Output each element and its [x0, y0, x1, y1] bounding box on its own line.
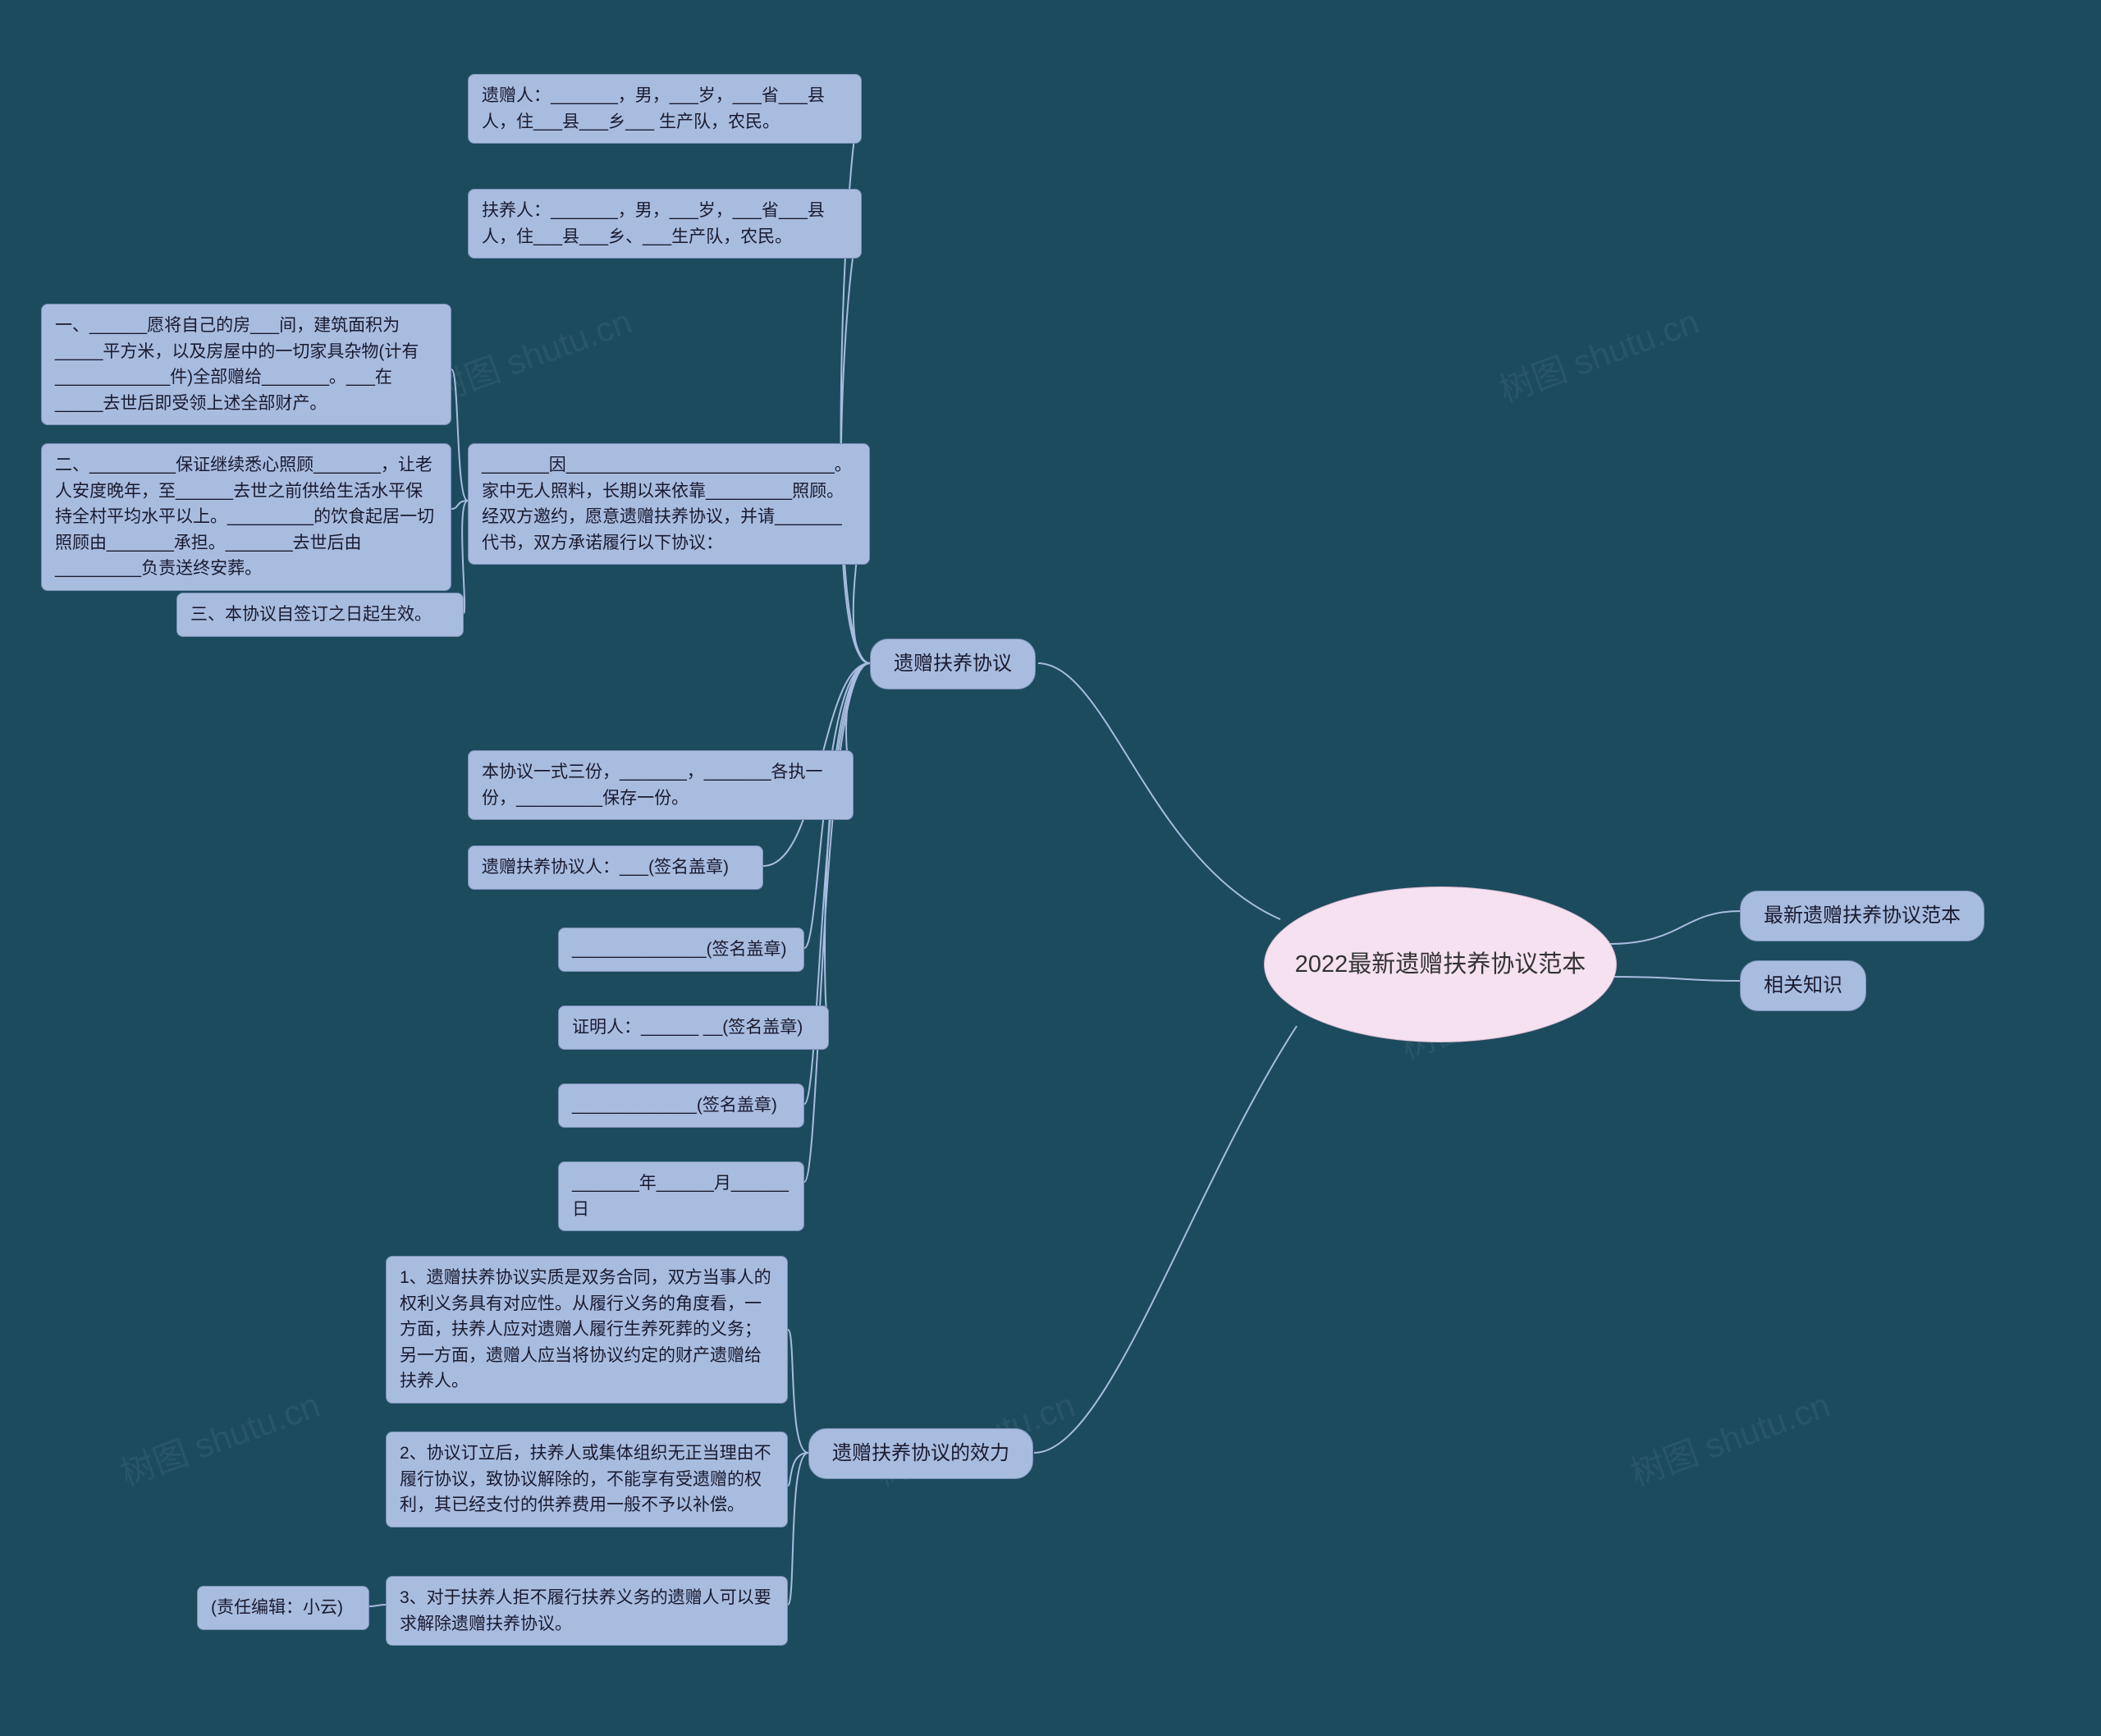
leaf-text: _______年______月______日 [572, 1170, 790, 1222]
leaf-text: 三、本协议自签订之日起生效。 [190, 602, 432, 628]
leaf-node[interactable]: ______________(签名盖章) [558, 928, 804, 972]
leaf-node[interactable]: _______因____________________________。家中无… [468, 443, 870, 565]
leaf-node[interactable]: 3、对于扶养人拒不履行扶养义务的遗赠人可以要求解除遗赠扶养协议。 [386, 1576, 788, 1646]
leaf-text: 本协议一式三份，_______，_______各执一份，_________保存一… [482, 759, 840, 811]
mindmap-edges [0, 0, 2101, 1736]
leaf-text: 一、______愿将自己的房___间，建筑面积为_____平方米，以及房屋中的一… [55, 313, 437, 416]
leaf-node[interactable]: 扶养人：_______，男，___岁，___省___县人，住___县___乡、_… [468, 189, 862, 259]
leaf-node[interactable]: 1、遗赠扶养协议实质是双务合同，双方当事人的权利义务具有对应性。从履行义务的角度… [386, 1256, 788, 1404]
leaf-text: 遗赠扶养协议人：___(签名盖章) [482, 854, 729, 881]
branch-right-2[interactable]: 相关知识 [1740, 960, 1866, 1011]
leaf-node[interactable]: (责任编辑：小云) [197, 1586, 369, 1630]
watermark: 树图 shutu.cn [424, 294, 638, 412]
root-label: 2022最新遗赠扶养协议范本 [1295, 948, 1586, 982]
watermark: 树图 shutu.cn [1623, 1377, 1836, 1496]
root-node[interactable]: 2022最新遗赠扶养协议范本 [1264, 886, 1617, 1042]
leaf-text: _______因____________________________。家中无… [482, 452, 856, 556]
branch-left-1[interactable]: 遗赠扶养协议 [870, 639, 1036, 689]
leaf-node[interactable]: 二、_________保证继续悉心照顾_______，让老人安度晚年，至____… [41, 443, 451, 591]
branch-label: 相关知识 [1764, 971, 1842, 1001]
branch-label: 遗赠扶养协议的效力 [832, 1439, 1009, 1468]
leaf-node[interactable]: 证明人：______ __(签名盖章) [558, 1005, 829, 1050]
branch-left-2[interactable]: 遗赠扶养协议的效力 [808, 1428, 1033, 1479]
branch-right-1[interactable]: 最新遗赠扶养协议范本 [1740, 891, 1984, 941]
branch-label: 最新遗赠扶养协议范本 [1764, 901, 1961, 931]
leaf-node[interactable]: 2、协议订立后，扶养人或集体组织无正当理由不履行协议，致协议解除的，不能享有受遗… [386, 1431, 788, 1528]
leaf-text: 扶养人：_______，男，___岁，___省___县人，住___县___乡、_… [482, 198, 848, 250]
leaf-node[interactable]: 三、本协议自签订之日起生效。 [176, 593, 464, 637]
watermark: 树图 shutu.cn [1491, 294, 1705, 412]
leaf-text: 遗赠人：_______，男，___岁，___省___县人，住___县___乡__… [482, 83, 848, 135]
leaf-node[interactable]: 一、______愿将自己的房___间，建筑面积为_____平方米，以及房屋中的一… [41, 304, 451, 425]
leaf-text: 1、遗赠扶养协议实质是双务合同，双方当事人的权利义务具有对应性。从履行义务的角度… [400, 1265, 774, 1395]
leaf-text: 二、_________保证继续悉心照顾_______，让老人安度晚年，至____… [55, 452, 437, 582]
leaf-node[interactable]: _______年______月______日 [558, 1161, 804, 1231]
branch-label: 遗赠扶养协议 [894, 649, 1012, 679]
watermark: 树图 shutu.cn [112, 1377, 326, 1496]
leaf-node[interactable]: 遗赠扶养协议人：___(签名盖章) [468, 845, 763, 890]
leaf-node[interactable]: _____________(签名盖章) [558, 1083, 804, 1128]
leaf-text: 证明人：______ __(签名盖章) [572, 1015, 803, 1041]
leaf-text: (责任编辑：小云) [211, 1595, 343, 1621]
leaf-node[interactable]: 遗赠人：_______，男，___岁，___省___县人，住___县___乡__… [468, 74, 862, 144]
leaf-text: 2、协议订立后，扶养人或集体组织无正当理由不履行协议，致协议解除的，不能享有受遗… [400, 1441, 774, 1518]
leaf-text: 3、对于扶养人拒不履行扶养义务的遗赠人可以要求解除遗赠扶养协议。 [400, 1585, 774, 1637]
leaf-node[interactable]: 本协议一式三份，_______，_______各执一份，_________保存一… [468, 750, 854, 820]
leaf-text: _____________(签名盖章) [572, 1092, 777, 1119]
leaf-text: ______________(签名盖章) [572, 937, 787, 963]
